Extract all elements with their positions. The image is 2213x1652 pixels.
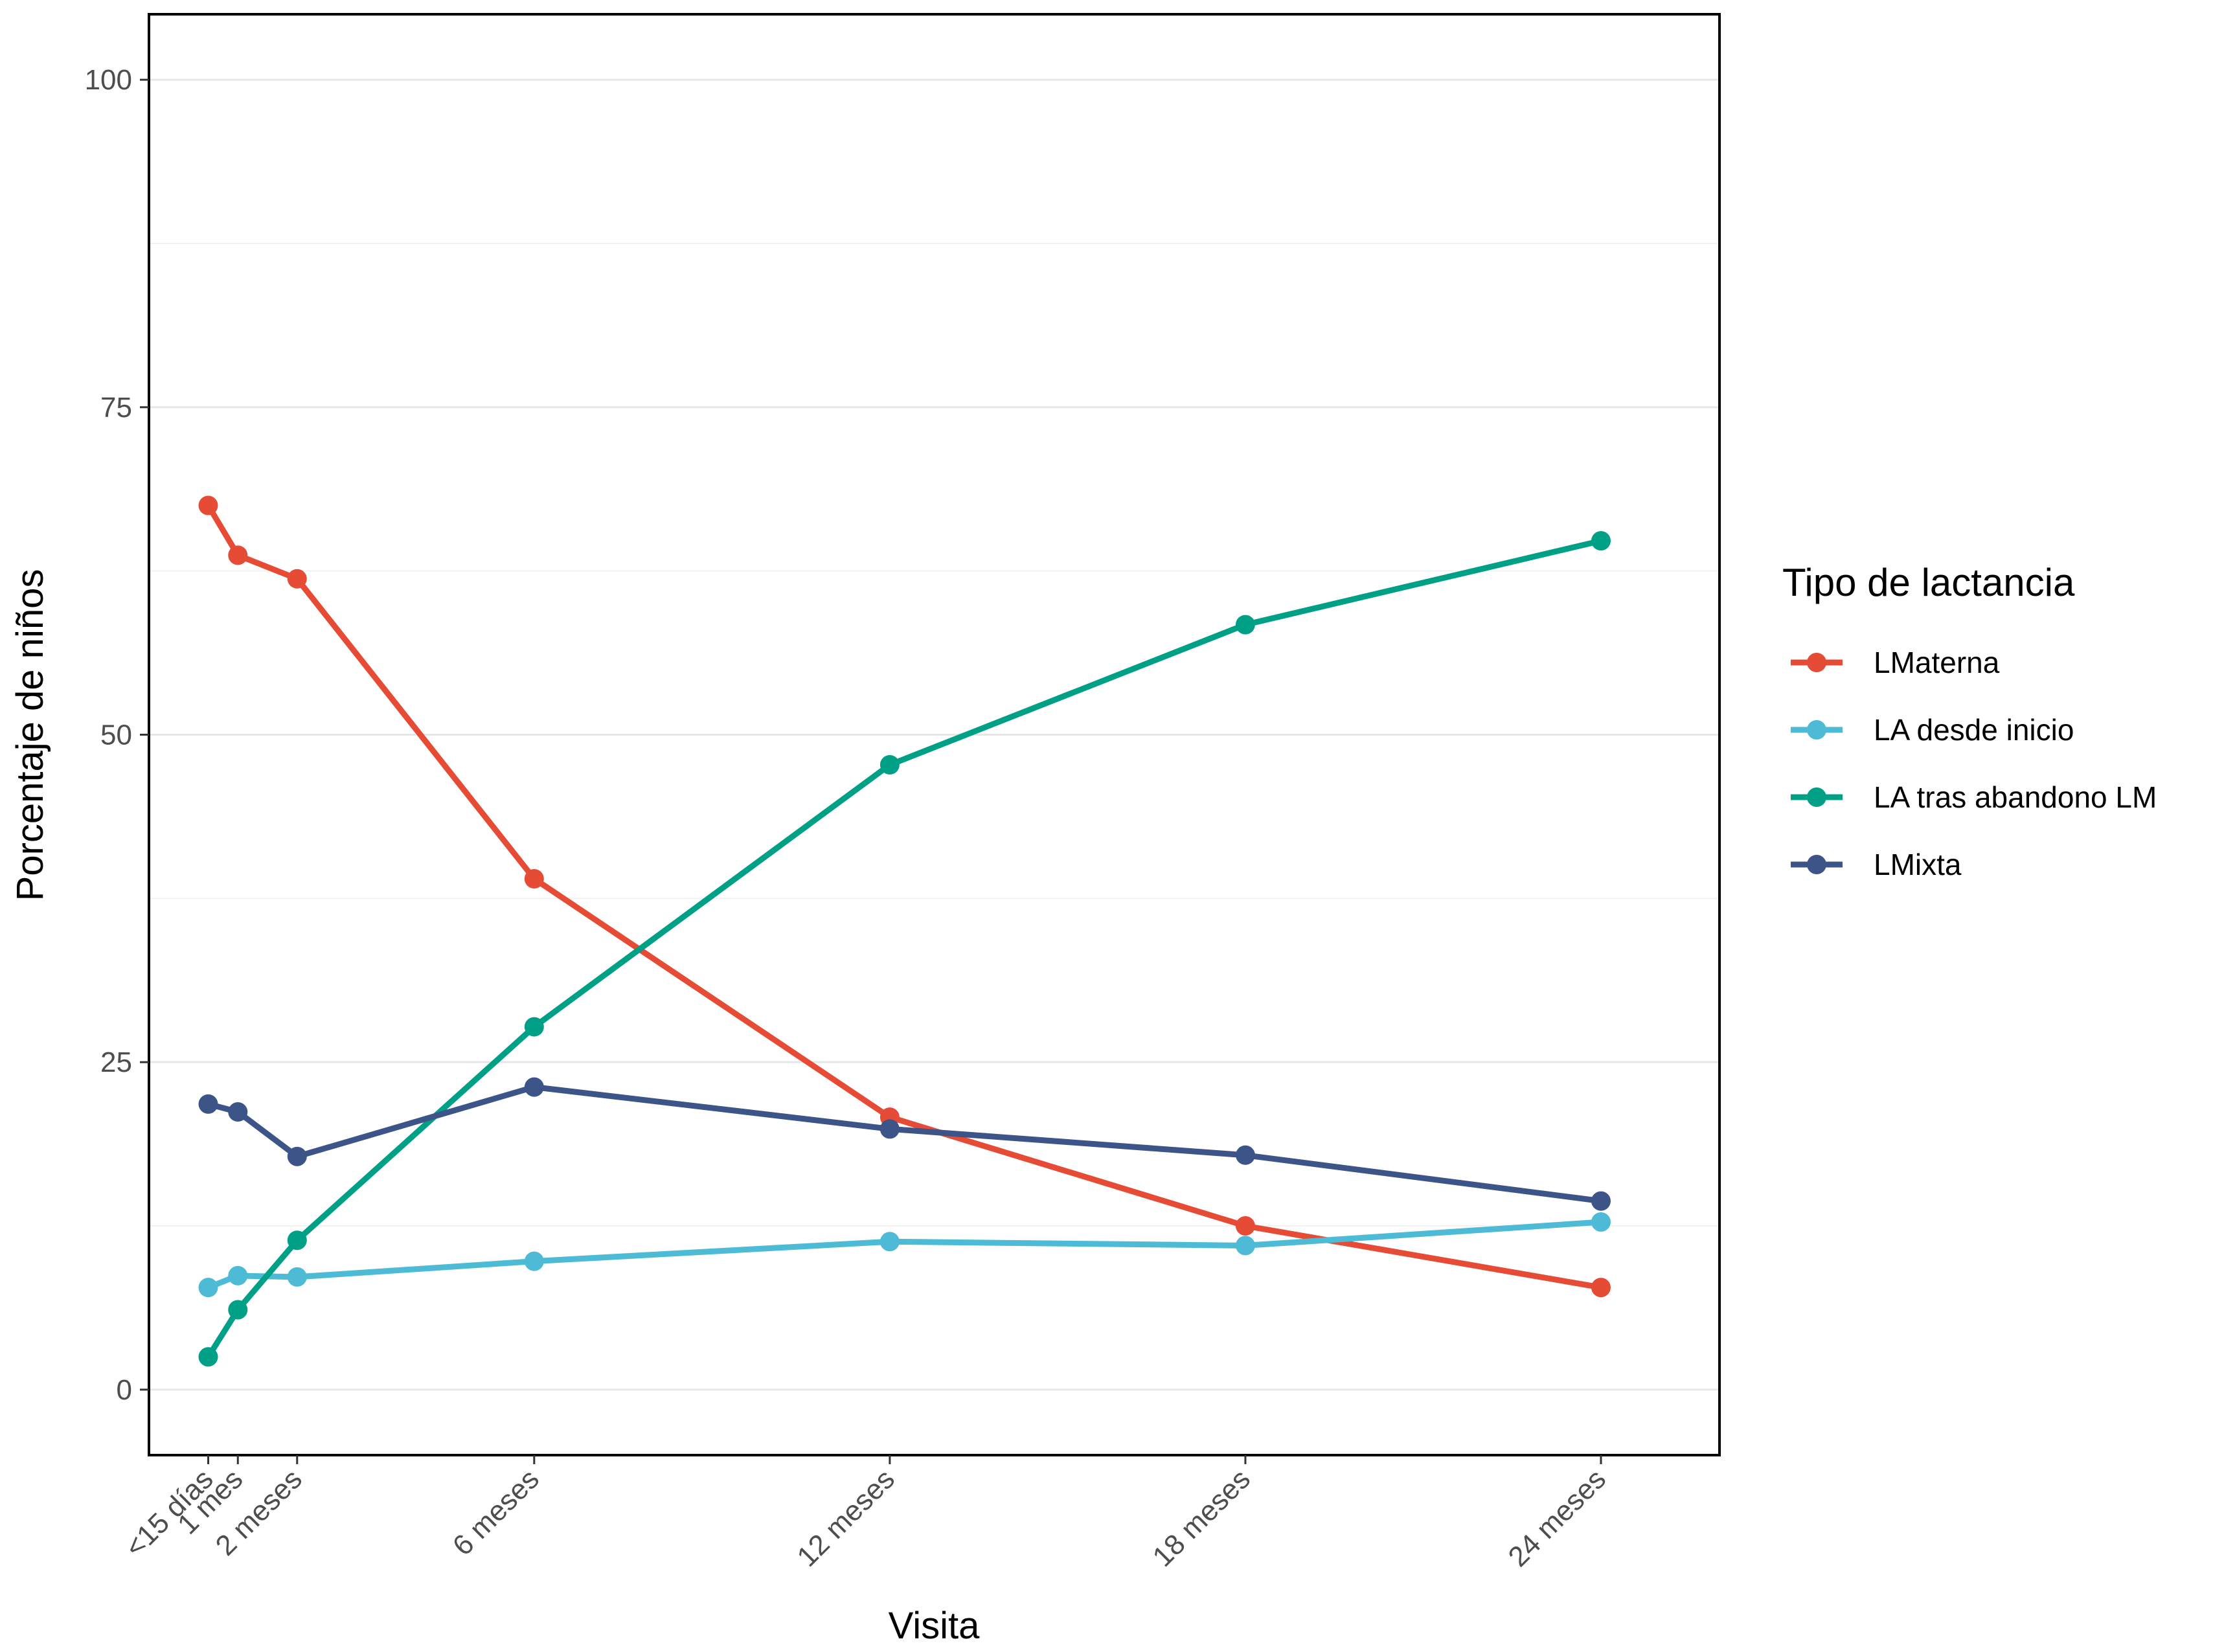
data-point (287, 1267, 307, 1287)
data-point (880, 1232, 900, 1252)
legend-item: LA desde inicio (1791, 713, 2074, 747)
legend-key-point (1807, 653, 1826, 672)
legend-key-point (1807, 720, 1826, 740)
data-point (287, 1230, 307, 1250)
series-2 (198, 531, 1611, 1367)
data-point (524, 1077, 544, 1097)
legend-title: Tipo de lactancia (1782, 561, 2075, 604)
data-point (1591, 1191, 1611, 1211)
series-3 (198, 1077, 1611, 1211)
data-point (198, 1278, 218, 1298)
legend-item: LMaterna (1791, 646, 2000, 679)
grid (149, 78, 1719, 1391)
y-tick-label: 50 (100, 719, 132, 751)
data-point (524, 1251, 544, 1271)
legend-label: LA tras abandono LM (1874, 780, 2157, 814)
y-tick-label: 100 (85, 64, 132, 96)
data-point (228, 1102, 248, 1122)
legend-label: LA desde inicio (1874, 713, 2074, 747)
data-point (287, 569, 307, 589)
data-point (524, 1017, 544, 1037)
data-point (1235, 615, 1255, 635)
y-tick-label: 0 (117, 1374, 132, 1406)
legend-item: LA tras abandono LM (1791, 780, 2157, 814)
legend-label: LMaterna (1874, 646, 2000, 679)
series-1 (198, 1212, 1611, 1298)
x-axis-title: Visita (889, 1605, 981, 1647)
data-point (228, 1300, 248, 1320)
data-point (228, 1265, 248, 1285)
legend-label: LMixta (1874, 848, 1962, 881)
legend-key-point (1807, 787, 1826, 807)
data-point (287, 1146, 307, 1166)
data-point (1591, 1212, 1611, 1232)
data-point (1235, 1236, 1255, 1256)
legend: LMaterna LA desde inicio LA tras abandono … (1791, 646, 2157, 881)
y-tick-label: 25 (100, 1047, 132, 1078)
data-point (1591, 531, 1611, 551)
data-point (880, 755, 900, 775)
legend-key-point (1807, 855, 1826, 874)
data-point (228, 545, 248, 565)
data-point (1235, 1216, 1255, 1236)
series-0 (198, 495, 1611, 1298)
data-point (1235, 1145, 1255, 1165)
y-axis-title: Porcentaje de niños (9, 569, 51, 901)
data-point (524, 869, 544, 888)
data-point (198, 1094, 218, 1114)
data-point (198, 1347, 218, 1367)
data-point (1591, 1278, 1611, 1298)
data-point (880, 1119, 900, 1139)
data-point (198, 495, 218, 515)
legend-item: LMixta (1791, 848, 1962, 881)
y-tick-label: 75 (100, 392, 132, 424)
series-layer (198, 495, 1611, 1367)
